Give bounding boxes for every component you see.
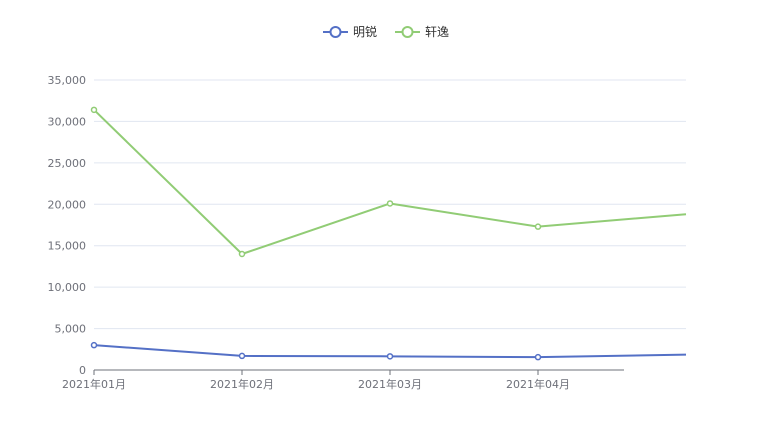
legend-label: 明锐: [353, 25, 377, 39]
y-tick-label: 25,000: [48, 157, 87, 170]
data-point[interactable]: [238, 352, 246, 360]
x-tick-label: 2021年04月: [506, 377, 570, 391]
series-lines: [90, 106, 687, 361]
x-tick-label: 2021年02月: [210, 377, 274, 391]
legend[interactable]: 明锐 轩逸: [323, 25, 449, 39]
y-tick-label: 0: [79, 364, 86, 377]
legend-item-1[interactable]: 明锐: [323, 25, 377, 39]
legend-item-2[interactable]: 轩逸: [395, 25, 449, 39]
legend-circle-icon: [329, 26, 342, 38]
legend-label: 轩逸: [425, 25, 449, 39]
series-line: [93, 109, 687, 255]
data-point[interactable]: [534, 223, 542, 230]
data-point[interactable]: [90, 341, 98, 349]
y-tick-label: 10,000: [48, 281, 87, 294]
data-point[interactable]: [90, 106, 98, 114]
data-point[interactable]: [238, 250, 246, 258]
y-tick-label: 20,000: [48, 198, 87, 211]
series-1: [90, 341, 687, 361]
axes: 0 5,000 10,000 15,000 20,000 25,000 30,000 35,0…: [48, 74, 624, 391]
grid-lines: [94, 79, 686, 330]
y-tick-label: 15,000: [48, 240, 87, 253]
y-tick-label: 5,000: [55, 323, 87, 336]
data-point[interactable]: [534, 353, 542, 361]
y-tick-label: 35,000: [48, 74, 87, 87]
data-point[interactable]: [386, 353, 394, 360]
x-tick-label: 2021年01月: [62, 377, 126, 391]
series-2: [90, 106, 687, 258]
data-point[interactable]: [386, 200, 394, 207]
legend-circle-icon: [401, 26, 414, 38]
y-tick-label: 30,000: [48, 115, 87, 128]
x-tick-label: 2021年03月: [358, 377, 422, 391]
